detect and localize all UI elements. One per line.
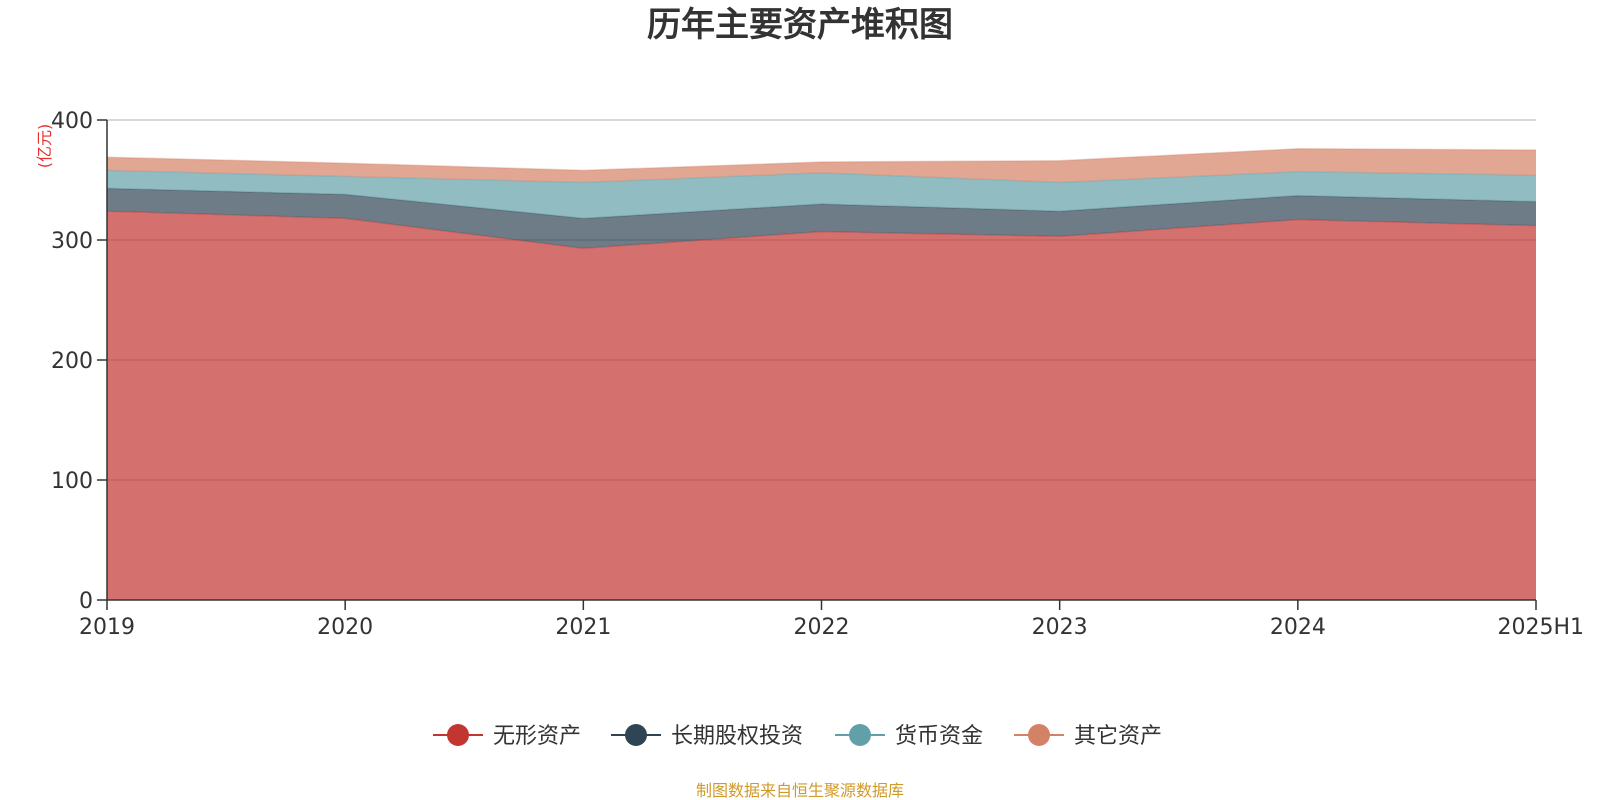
legend: 无形资产 长期股权投资 货币资金 其它资产: [433, 724, 1162, 749]
legend-label: 其它资产: [1074, 724, 1162, 749]
y-tick-label-200: 200: [51, 349, 93, 374]
area-series-group: [106, 148, 1537, 600]
x-tick-label-2020: 2020: [317, 615, 373, 640]
area-series-1: [107, 211, 1536, 600]
x-tick-label-2022: 2022: [794, 615, 850, 640]
x-tick-label-2023: 2023: [1032, 615, 1088, 640]
y-tick-label-400: 400: [51, 109, 93, 134]
legend-circle-icon: [849, 724, 871, 746]
y-tick-label-300: 300: [51, 229, 93, 254]
legend-item-2[interactable]: 长期股权投资: [611, 724, 803, 749]
y-axis-unit-label: (亿元): [35, 124, 54, 169]
area-series-3: [107, 170, 1536, 219]
legend-item-3[interactable]: 货币资金: [835, 724, 983, 749]
chart-title: 历年主要资产堆积图: [647, 5, 953, 45]
y-tick-label-0: 0: [79, 589, 93, 614]
legend-circle-icon: [447, 724, 469, 746]
x-tick-label-2019: 2019: [79, 615, 135, 640]
legend-circle-icon: [1028, 724, 1050, 746]
legend-label: 长期股权投资: [671, 724, 803, 749]
legend-item-1[interactable]: 无形资产: [433, 724, 581, 749]
x-tick-label-2024: 2024: [1270, 615, 1326, 640]
x-tick-label-2025H1: 2025H1: [1497, 615, 1584, 640]
legend-item-4[interactable]: 其它资产: [1014, 724, 1162, 749]
x-tick-label-2021: 2021: [555, 615, 611, 640]
area-series-4-edge: [106, 148, 1537, 172]
area-series-2: [107, 188, 1536, 249]
axes: 0 100 200 300 400 2019 2020 2021 2022 2023 2024 202…: [51, 109, 1584, 640]
data-source-note: 制图数据来自恒生聚源数据库: [696, 781, 904, 800]
y-tick-label-100: 100: [51, 469, 93, 494]
legend-label: 无形资产: [493, 724, 581, 749]
area-series-4: [107, 148, 1536, 183]
legend-label: 货币资金: [895, 724, 983, 749]
legend-circle-icon: [625, 724, 647, 746]
